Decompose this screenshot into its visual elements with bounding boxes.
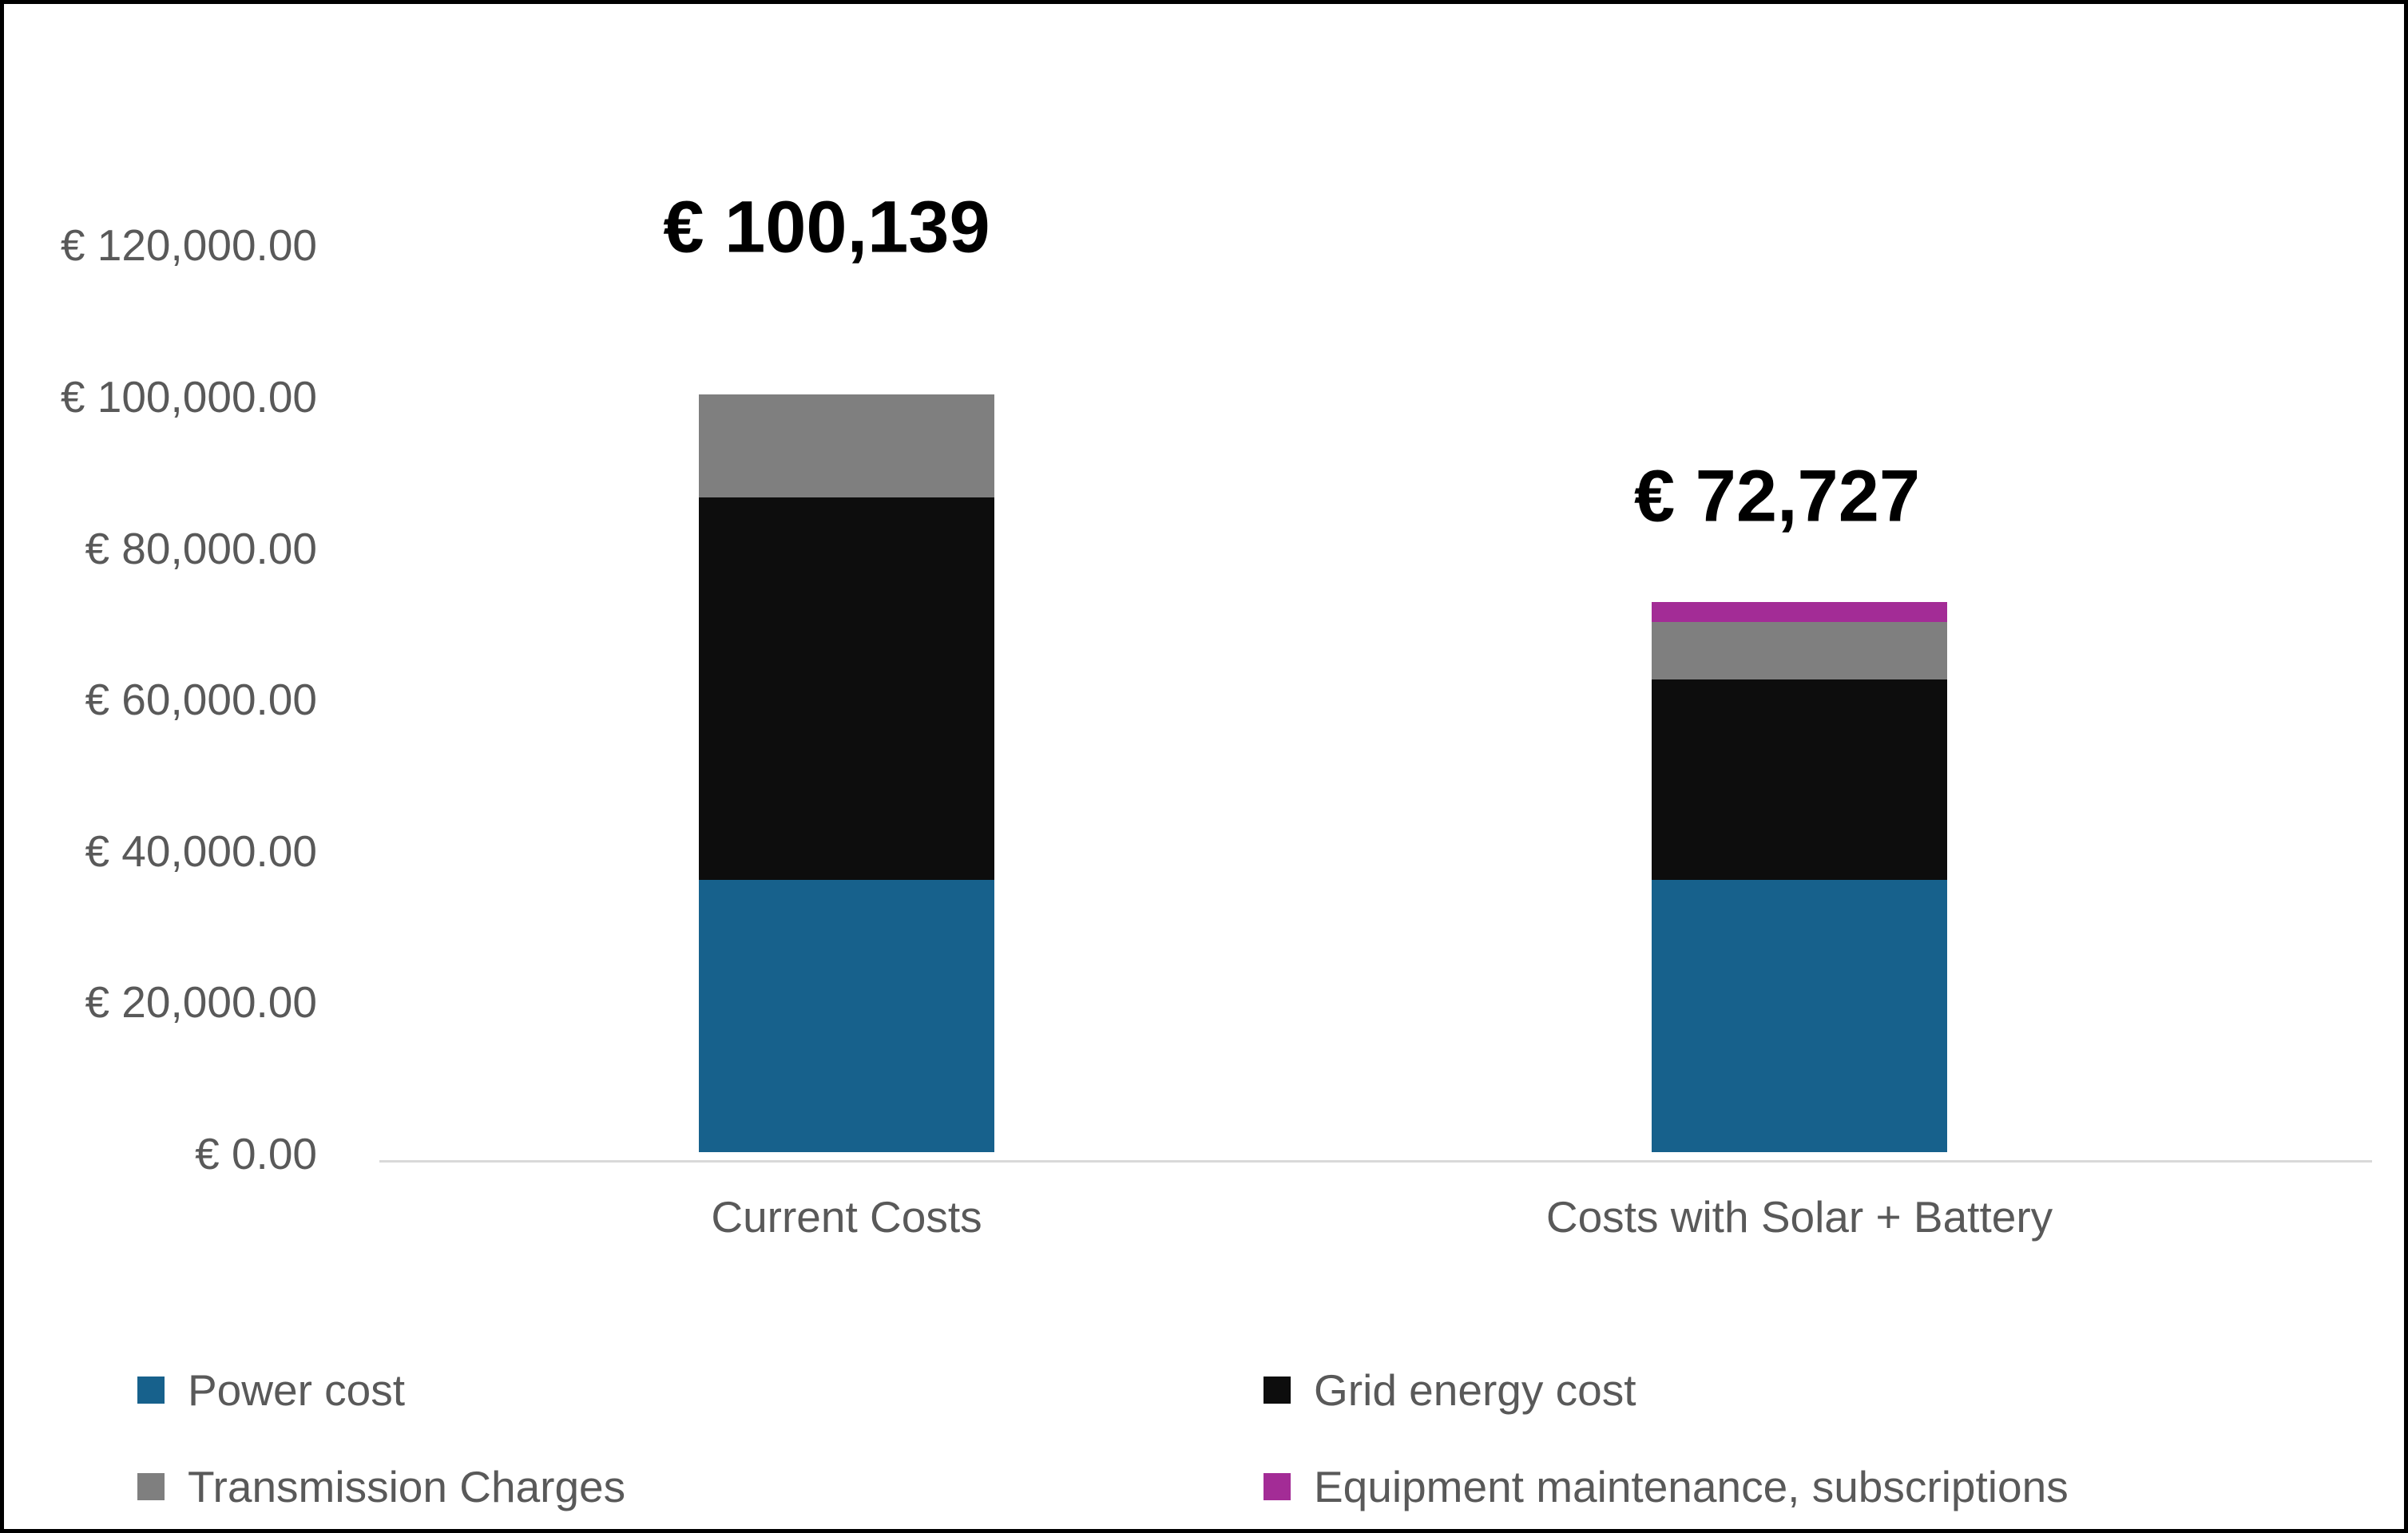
legend-label: Grid energy cost (1314, 1365, 1636, 1415)
legend-color-swatch (137, 1377, 165, 1404)
legend-color-swatch (1264, 1473, 1291, 1500)
legend-color-swatch (137, 1473, 165, 1500)
legend-label: Equipment maintenance, subscriptions (1314, 1462, 2069, 1511)
legend-color-swatch (1264, 1377, 1291, 1404)
bar-segment-power-cost (1652, 880, 1947, 1152)
y-axis-tick-label: € 20,000.00 (85, 977, 317, 1028)
category-label: Current Costs (711, 1192, 982, 1242)
category-label: Costs with Solar + Battery (1545, 1192, 2053, 1242)
y-axis-tick-label: € 80,000.00 (85, 523, 317, 573)
bar-total-label: € 100,139 (663, 186, 990, 268)
bar-segment-transmission-charges (1652, 622, 1947, 679)
y-axis-tick-label: € 100,000.00 (60, 372, 317, 422)
y-axis-tick-label: € 0.00 (195, 1129, 317, 1178)
legend-label: Transmission Charges (188, 1462, 626, 1511)
bar-segment-grid-energy-cost (699, 497, 994, 880)
bar-segment-transmission-charges (699, 394, 994, 497)
bar-total-label: € 72,727 (1633, 455, 1921, 537)
y-axis-tick-label: € 40,000.00 (85, 826, 317, 876)
legend-label: Power cost (188, 1365, 406, 1415)
y-axis-tick-label: € 60,000.00 (85, 675, 317, 725)
y-axis-tick-label: € 120,000.00 (60, 220, 317, 271)
bar-segment-equipment-maintenance-subscriptions (1652, 602, 1947, 622)
bar-segment-grid-energy-cost (1652, 679, 1947, 880)
x-axis-line (379, 1160, 2372, 1163)
bar-segment-power-cost (699, 880, 994, 1152)
